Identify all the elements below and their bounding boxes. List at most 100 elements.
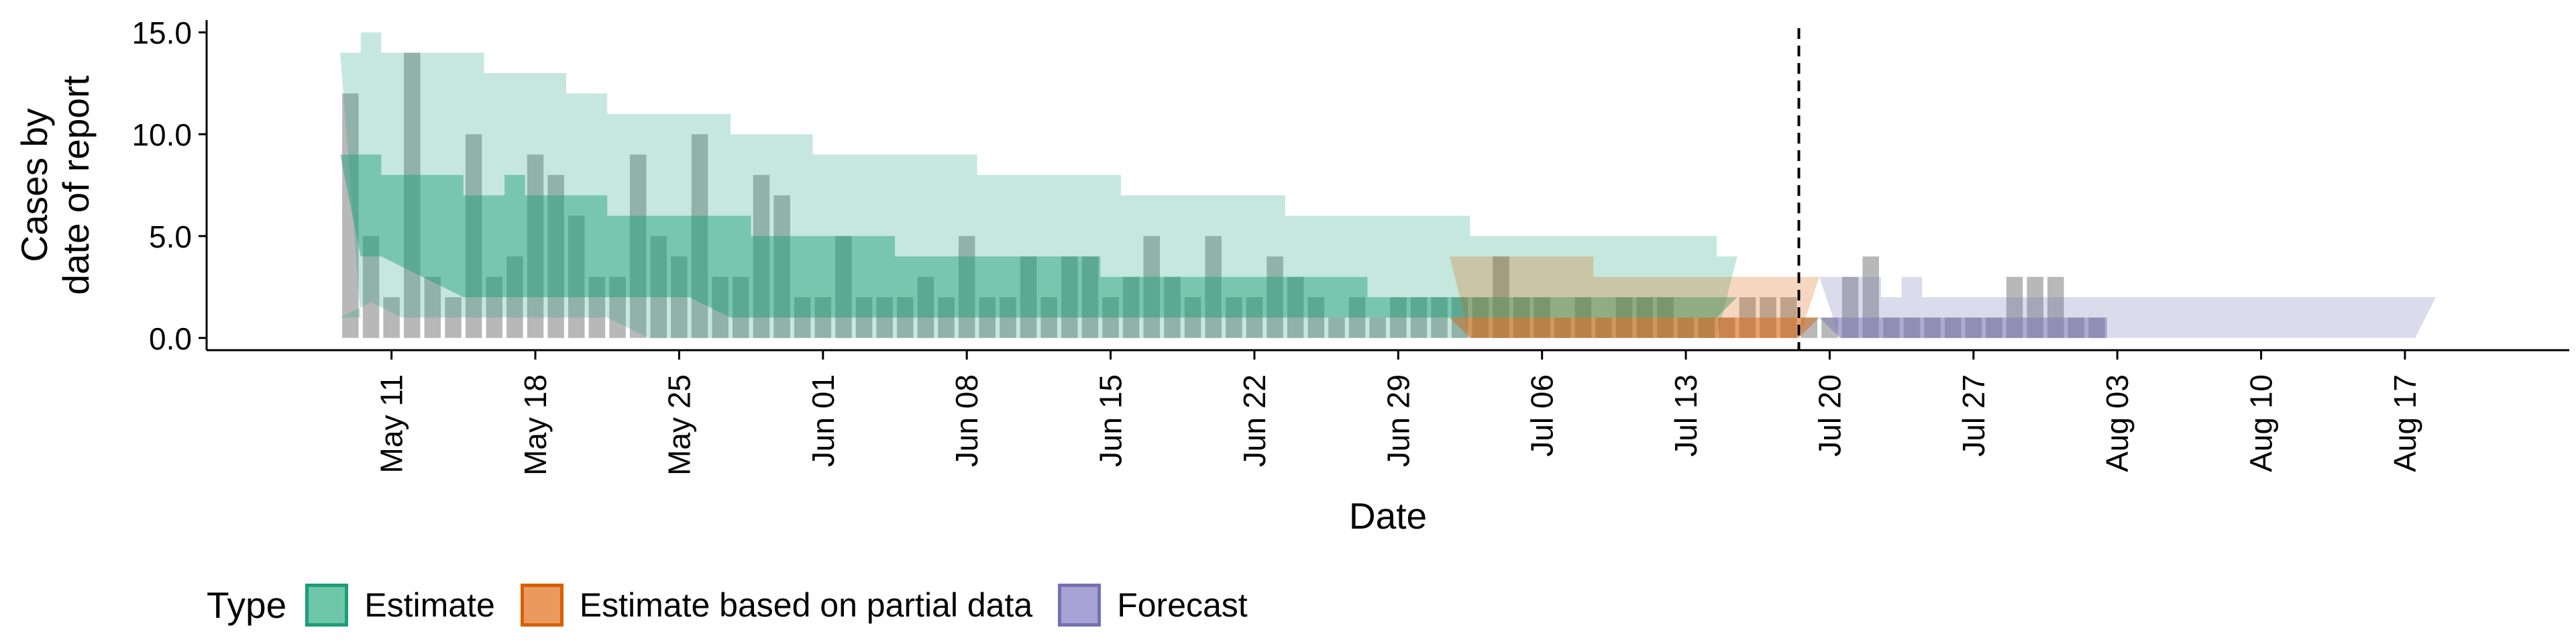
reported-cases-bar <box>753 174 770 338</box>
y-tick-label: 5.0 <box>149 219 192 254</box>
reported-cases-bar <box>1657 297 1674 338</box>
reported-cases-bar <box>671 256 688 338</box>
forecast-band-50 <box>1819 317 2436 338</box>
x-tick-label: Aug 10 <box>2244 374 2279 472</box>
reported-cases-bar <box>1841 276 1859 338</box>
reported-cases-bar <box>814 297 831 338</box>
legend-swatch-partial <box>520 584 564 627</box>
partial-estimate-band-50 <box>1449 317 1820 338</box>
reported-cases-bar <box>1102 297 1119 338</box>
reported-cases-bar <box>1821 317 1838 338</box>
legend-swatch-estimate <box>305 584 349 627</box>
x-tick-label: Jul 06 <box>1525 374 1560 457</box>
x-tick-label: Jun 22 <box>1237 374 1272 467</box>
estimate-band-50 <box>340 154 1737 318</box>
legend: Type Estimate Estimate based on partial … <box>207 578 1273 632</box>
reported-cases-bar <box>1205 235 1222 338</box>
reported-cases-bar <box>733 276 749 338</box>
legend-item-estimate: Estimate <box>305 584 495 627</box>
reported-cases-bar <box>1184 297 1201 338</box>
reported-cases-bar <box>629 154 647 338</box>
y-tick-label: 0.0 <box>149 321 192 356</box>
reported-cases-bar <box>1534 297 1550 338</box>
reported-cases-bar <box>794 297 811 338</box>
reported-cases-bar <box>568 215 585 338</box>
reported-cases-bar <box>1020 256 1037 338</box>
estimate-band-90 <box>340 32 1737 338</box>
reported-cases-bar <box>1780 297 1797 338</box>
reported-cases-bar <box>938 297 955 338</box>
y-tick-label: 15.0 <box>131 15 192 50</box>
legend-title: Type <box>207 584 287 626</box>
reported-cases-bar <box>2068 317 2085 338</box>
reported-cases-bar <box>2027 276 2043 338</box>
x-tick-label: Jun 29 <box>1381 374 1415 467</box>
reported-cases-bar <box>1390 297 1407 338</box>
reported-cases-bar <box>1883 317 1900 338</box>
x-tick-label: Jul 20 <box>1812 374 1847 457</box>
reported-cases-bar <box>486 276 502 338</box>
reported-cases-bar <box>1328 317 1345 338</box>
reported-cases-bar <box>1986 317 2002 338</box>
reported-cases-bar <box>1000 297 1016 338</box>
reported-cases-bar <box>1615 297 1633 338</box>
legend-label-estimate: Estimate <box>364 586 495 624</box>
reported-cases-bar <box>917 276 934 338</box>
reported-cases-bar <box>506 256 523 338</box>
reported-cases-bar <box>855 297 873 338</box>
legend-item-partial: Estimate based on partial data <box>520 584 1033 627</box>
reported-cases-bar <box>342 93 359 338</box>
reported-cases-bar <box>979 297 996 338</box>
reported-cases-bar <box>1472 297 1489 338</box>
reported-cases-bar <box>1677 317 1695 338</box>
reported-cases-bar <box>1410 297 1428 338</box>
reported-cases-bar <box>424 276 441 338</box>
legend-label-partial: Estimate based on partial data <box>579 586 1033 624</box>
reported-cases-bar <box>1554 317 1571 338</box>
reported-cases-bar <box>876 297 893 338</box>
reported-cases-bar <box>691 134 708 338</box>
reported-cases-bar <box>588 276 606 338</box>
reported-cases-bar <box>465 134 482 338</box>
chart: 0.0 5.0 10.0 15.0 May 11 May 18 May 25 Jun 01 Ju… <box>13 15 2569 537</box>
x-tick-label: Jul 27 <box>1956 374 1991 457</box>
reported-cases-bar <box>1246 297 1263 338</box>
reported-cases-bar <box>897 297 914 338</box>
reported-cases-bar <box>1760 297 1776 338</box>
x-tick-label: Jun 15 <box>1093 374 1128 467</box>
reported-cases-bar <box>1719 317 1735 338</box>
x-axis-title: Date <box>1349 495 1427 537</box>
legend-item-forecast: Forecast <box>1058 584 1248 627</box>
reported-cases-bar <box>1595 317 1612 338</box>
legend-swatch-forecast <box>1058 584 1102 627</box>
reported-cases-bar <box>1040 297 1057 338</box>
reported-cases-bar <box>1122 276 1140 338</box>
reported-cases-bar <box>2088 317 2105 338</box>
reported-cases-bar <box>1636 297 1654 338</box>
reported-cases-bar <box>773 195 790 338</box>
reported-cases-bar <box>609 276 626 338</box>
reported-cases-bar <box>1226 297 1242 338</box>
reported-cases-bar <box>1267 256 1283 338</box>
x-tick-label: May 18 <box>518 374 553 476</box>
reported-cases-bar <box>1903 317 1921 338</box>
reported-cases-bar <box>1061 256 1078 338</box>
legend-label-forecast: Forecast <box>1117 586 1248 624</box>
partial-estimate-band-90 <box>1449 256 1820 338</box>
reported-cases-bar <box>958 235 975 338</box>
reported-cases-bar <box>445 297 462 338</box>
reported-cases-bar <box>1965 317 1982 338</box>
reported-cases-bar <box>1862 256 1879 338</box>
x-tick-label: Jul 13 <box>1668 374 1703 457</box>
x-tick-label: Aug 03 <box>2100 374 2135 472</box>
reported-cases-bar <box>404 52 421 338</box>
reported-cases-bar <box>1698 317 1715 338</box>
x-tick-label: Jun 08 <box>949 374 984 467</box>
reported-cases-bar <box>1081 256 1099 338</box>
reported-cases-bar <box>547 174 564 338</box>
x-tick-label: Jun 01 <box>806 374 841 467</box>
reported-cases-bar <box>1431 297 1448 338</box>
reported-cases-bar <box>2047 276 2064 338</box>
reported-cases-bar <box>1451 297 1468 338</box>
reported-cases-bar <box>2006 276 2023 338</box>
